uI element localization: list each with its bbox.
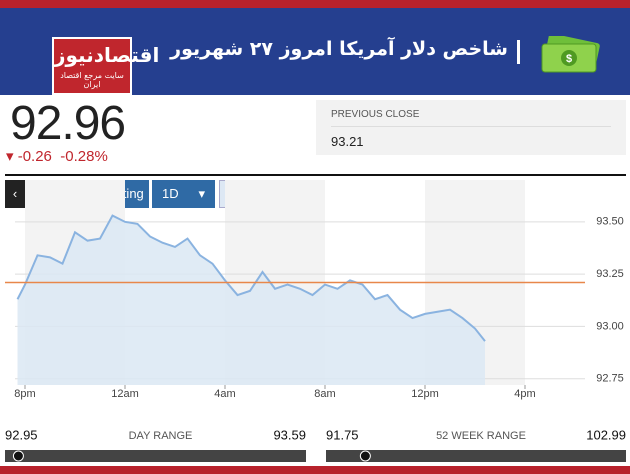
price: 92.96 <box>10 97 126 150</box>
top-strip <box>0 0 630 8</box>
previous-close-label: PREVIOUS CLOSE <box>331 109 420 120</box>
x-tick-label: 12am <box>111 388 139 400</box>
range-high: 93.59 <box>273 427 306 442</box>
y-tick-label: 93.00 <box>596 320 624 332</box>
range-bar <box>326 450 626 462</box>
previous-close-box: PREVIOUS CLOSE 93.21 <box>316 100 626 155</box>
header-title: شاخص دلار آمریکا امروز ۲۷ شهریور <box>170 38 508 60</box>
range-low: 91.75 <box>326 427 359 442</box>
period: 1D <box>162 186 179 201</box>
x-tick-label: 4am <box>214 388 235 400</box>
period-button[interactable]: 1D ▾ <box>152 180 215 208</box>
money-icon: $ <box>541 36 600 73</box>
area <box>17 215 485 385</box>
divider <box>331 126 611 127</box>
x-tick-label: 8pm <box>14 388 35 400</box>
range-low: 92.95 <box>5 427 38 442</box>
line <box>16 214 486 342</box>
y-tick-label: 93.25 <box>596 268 624 280</box>
x-tick-label: 8am <box>314 388 335 400</box>
change-percent: -0.28% <box>60 148 108 165</box>
separator <box>517 40 520 64</box>
range-label: 52 WEEK RANGE <box>436 430 526 442</box>
rule <box>5 174 626 176</box>
range-dot <box>359 450 371 462</box>
bottom-strip <box>0 466 630 474</box>
change: -0.26 <box>17 148 52 165</box>
back-button[interactable]: ‹ <box>5 180 25 208</box>
range-high: 102.99 <box>586 427 626 442</box>
y-tick-label: 93.50 <box>596 216 624 228</box>
svg-text:$: $ <box>566 53 572 65</box>
logo-tagline: سایت مرجع اقتصاد ایران <box>60 71 124 89</box>
x-tick-label: 12pm <box>411 388 439 400</box>
x-tick-label: 4pm <box>514 388 535 400</box>
range-label: DAY RANGE <box>129 430 193 442</box>
range-bar <box>5 450 306 462</box>
change-row: ▾ -0.26 -0.28% <box>6 148 108 165</box>
header: اقتصادنیوز سایت مرجع اقتصاد ایران شاخص د… <box>0 8 630 95</box>
y-tick-label: 92.75 <box>596 373 624 385</box>
previous-close-value: 93.21 <box>331 134 364 149</box>
range-dot <box>12 450 24 462</box>
